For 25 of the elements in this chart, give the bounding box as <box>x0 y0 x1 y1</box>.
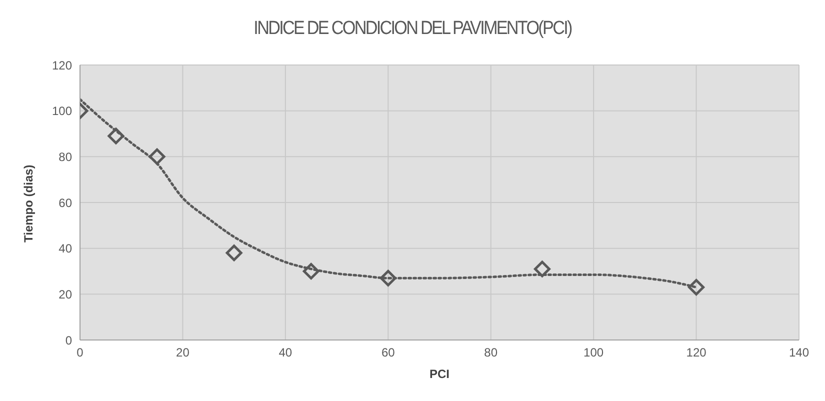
y-tick-label: 100 <box>52 104 72 118</box>
y-tick-label: 60 <box>58 196 72 210</box>
y-tick-label: 40 <box>58 242 72 256</box>
point <box>108 128 124 144</box>
point <box>148 148 166 165</box>
x-tick-label: 20 <box>176 346 190 360</box>
y-axis-title: Tiempo (dias) <box>21 164 36 242</box>
y-tick-label: 20 <box>58 287 72 302</box>
x-tick-label: 100 <box>584 346 604 360</box>
x-tick-label: 80 <box>484 346 498 360</box>
point <box>226 244 242 262</box>
point <box>302 263 320 280</box>
chart-title: INDICE DE CONDICION DEL PAVIMENTO(PCI) <box>252 17 573 41</box>
y-tick-label: 80 <box>58 150 72 164</box>
x-tick-label: 140 <box>788 346 810 360</box>
x-tick-label: 0 <box>76 346 84 360</box>
point <box>534 260 550 278</box>
point <box>380 270 396 286</box>
x-tick-label: 120 <box>686 346 707 360</box>
x-tick-label: 60 <box>381 346 396 360</box>
y-tick-label: 0 <box>65 333 72 348</box>
y-tick-label: 120 <box>52 58 72 72</box>
point <box>688 279 705 296</box>
x-axis-title: PCI <box>429 367 450 381</box>
x-tick-label: 40 <box>278 346 292 360</box>
